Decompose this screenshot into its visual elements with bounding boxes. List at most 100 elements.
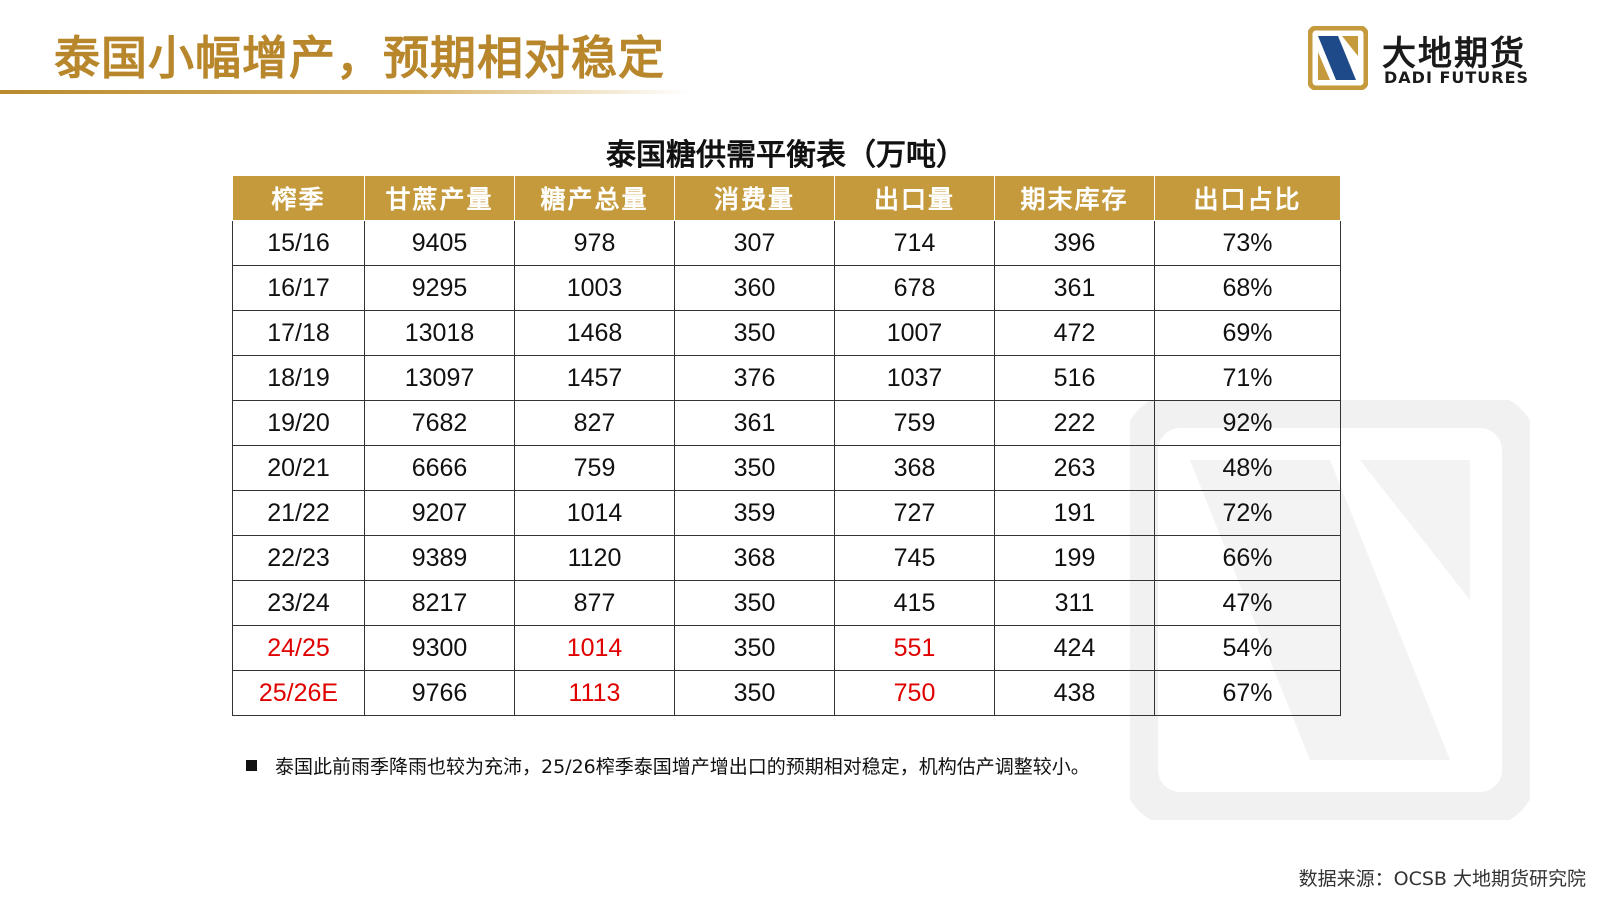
- season-cell: 25/26E: [232, 670, 365, 716]
- cane-cell: 6666: [364, 445, 515, 491]
- table-row: 19/20 7682 827 361 759 222 92%: [232, 400, 1341, 446]
- table-row: 18/19 13097 1457 376 1037 516 71%: [232, 355, 1341, 401]
- export-cell: 551: [834, 625, 995, 671]
- export-cell: 750: [834, 670, 995, 716]
- ending-stock-cell: 222: [994, 400, 1155, 446]
- ending-stock-cell: 396: [994, 220, 1155, 266]
- header-season: 榨季: [232, 175, 365, 221]
- brand-logo: 大地期货 DADI FUTURES: [1308, 26, 1568, 90]
- brand-name-cn: 大地期货: [1382, 34, 1526, 74]
- table-row: 16/17 9295 1003 360 678 361 68%: [232, 265, 1341, 311]
- sugar-cell: 827: [514, 400, 675, 446]
- export-cell: 745: [834, 535, 995, 581]
- export-ratio-cell: 47%: [1154, 580, 1341, 626]
- export-cell: 727: [834, 490, 995, 536]
- sugar-cell: 1468: [514, 310, 675, 356]
- ending-stock-cell: 438: [994, 670, 1155, 716]
- export-cell: 415: [834, 580, 995, 626]
- cane-cell: 8217: [364, 580, 515, 626]
- header-export: 出口量: [834, 175, 995, 221]
- table-title: 泰国糖供需平衡表（万吨）: [606, 138, 966, 173]
- export-ratio-cell: 92%: [1154, 400, 1341, 446]
- ending-stock-cell: 472: [994, 310, 1155, 356]
- header-sugar-output: 糖产总量: [514, 175, 675, 221]
- season-cell: 23/24: [232, 580, 365, 626]
- season-cell: 22/23: [232, 535, 365, 581]
- export-ratio-cell: 71%: [1154, 355, 1341, 401]
- title-underline: [0, 90, 690, 94]
- season-cell: 20/21: [232, 445, 365, 491]
- note-bullet: 泰国此前雨季降雨也较为充沛，25/26榨季泰国增产增出口的预期相对稳定，机构估产…: [246, 752, 1090, 779]
- consumption-cell: 307: [674, 220, 835, 266]
- export-ratio-cell: 66%: [1154, 535, 1341, 581]
- season-cell: 15/16: [232, 220, 365, 266]
- sugar-cell: 877: [514, 580, 675, 626]
- cane-cell: 7682: [364, 400, 515, 446]
- cane-cell: 9295: [364, 265, 515, 311]
- sugar-cell: 1014: [514, 625, 675, 671]
- cane-cell: 13097: [364, 355, 515, 401]
- season-cell: 17/18: [232, 310, 365, 356]
- consumption-cell: 350: [674, 670, 835, 716]
- ending-stock-cell: 516: [994, 355, 1155, 401]
- consumption-cell: 350: [674, 445, 835, 491]
- consumption-cell: 376: [674, 355, 835, 401]
- export-cell: 1037: [834, 355, 995, 401]
- cane-cell: 9300: [364, 625, 515, 671]
- consumption-cell: 368: [674, 535, 835, 581]
- season-cell: 24/25: [232, 625, 365, 671]
- ending-stock-cell: 311: [994, 580, 1155, 626]
- header-consumption: 消费量: [674, 175, 835, 221]
- cane-cell: 9405: [364, 220, 515, 266]
- cane-cell: 9389: [364, 535, 515, 581]
- table-row: 17/18 13018 1468 350 1007 472 69%: [232, 310, 1341, 356]
- table-header-row: 榨季 甘蔗产量 糖产总量 消费量 出口量 期末库存 出口占比: [232, 175, 1341, 221]
- export-cell: 678: [834, 265, 995, 311]
- table-body: 15/16 9405 978 307 714 396 73% 16/17 9295 1003 360…: [232, 220, 1341, 716]
- brand-name-en: DADI FUTURES: [1384, 68, 1530, 87]
- sugar-cell: 1120: [514, 535, 675, 581]
- season-cell: 18/19: [232, 355, 365, 401]
- ending-stock-cell: 263: [994, 445, 1155, 491]
- export-ratio-cell: 73%: [1154, 220, 1341, 266]
- consumption-cell: 350: [674, 580, 835, 626]
- sugar-cell: 1003: [514, 265, 675, 311]
- season-cell: 19/20: [232, 400, 365, 446]
- sugar-cell: 759: [514, 445, 675, 491]
- ending-stock-cell: 191: [994, 490, 1155, 536]
- data-source: 数据来源：OCSB 大地期货研究院: [1298, 868, 1586, 890]
- ending-stock-cell: 361: [994, 265, 1155, 311]
- sugar-cell: 1014: [514, 490, 675, 536]
- export-ratio-cell: 48%: [1154, 445, 1341, 491]
- season-cell: 16/17: [232, 265, 365, 311]
- ending-stock-cell: 199: [994, 535, 1155, 581]
- ending-stock-cell: 424: [994, 625, 1155, 671]
- table-row: 20/21 6666 759 350 368 263 48%: [232, 445, 1341, 491]
- consumption-cell: 360: [674, 265, 835, 311]
- cane-cell: 9207: [364, 490, 515, 536]
- note-text: 泰国此前雨季降雨也较为充沛，25/26榨季泰国增产增出口的预期相对稳定，机构估产…: [275, 756, 1090, 778]
- export-ratio-cell: 69%: [1154, 310, 1341, 356]
- consumption-cell: 350: [674, 625, 835, 671]
- sugar-cell: 1457: [514, 355, 675, 401]
- table-row: 25/26E 9766 1113 350 750 438 67%: [232, 670, 1341, 716]
- table-row: 15/16 9405 978 307 714 396 73%: [232, 220, 1341, 266]
- header-export-ratio: 出口占比: [1154, 175, 1341, 221]
- export-ratio-cell: 67%: [1154, 670, 1341, 716]
- export-cell: 1007: [834, 310, 995, 356]
- cane-cell: 13018: [364, 310, 515, 356]
- square-bullet-icon: [246, 760, 257, 771]
- table-row: 21/22 9207 1014 359 727 191 72%: [232, 490, 1341, 536]
- header-cane-output: 甘蔗产量: [364, 175, 515, 221]
- consumption-cell: 350: [674, 310, 835, 356]
- export-ratio-cell: 72%: [1154, 490, 1341, 536]
- sugar-cell: 978: [514, 220, 675, 266]
- page-title: 泰国小幅增产，预期相对稳定: [54, 31, 665, 85]
- table-row: 24/25 9300 1014 350 551 424 54%: [232, 625, 1341, 671]
- export-cell: 714: [834, 220, 995, 266]
- supply-demand-table: 榨季 甘蔗产量 糖产总量 消费量 出口量 期末库存 出口占比 15/16 9405…: [232, 175, 1341, 716]
- season-cell: 21/22: [232, 490, 365, 536]
- consumption-cell: 359: [674, 490, 835, 536]
- cane-cell: 9766: [364, 670, 515, 716]
- header-ending-stock: 期末库存: [994, 175, 1155, 221]
